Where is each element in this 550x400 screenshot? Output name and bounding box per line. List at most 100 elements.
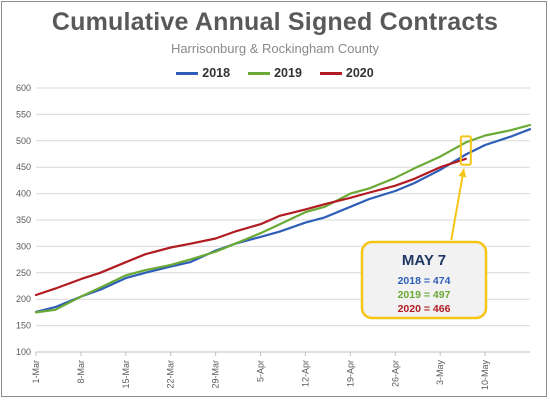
data-point-2019 — [413, 167, 416, 170]
annotation-highlight — [459, 135, 472, 166]
data-point-2018 — [54, 306, 57, 308]
data-point-2018 — [509, 135, 512, 138]
data-point-2019 — [465, 141, 467, 144]
legend-swatch-2020 — [319, 71, 342, 75]
data-point-2018 — [323, 216, 326, 219]
data-point-2018 — [394, 190, 397, 192]
data-point-2020 — [259, 223, 262, 226]
y-tick-label: 500 — [16, 136, 31, 146]
data-point-2019 — [214, 250, 217, 253]
data-point-2018 — [259, 236, 262, 238]
x-tick-label: 12-Apr — [300, 360, 310, 387]
data-point-2020 — [144, 253, 146, 256]
data-point-2019 — [484, 134, 486, 137]
data-point-2019 — [80, 295, 82, 298]
data-point-2019 — [368, 187, 371, 190]
y-tick-label: 100 — [16, 347, 31, 357]
annotation-title: MAY 7 — [402, 252, 446, 269]
data-point-2019 — [394, 176, 397, 179]
data-point-2019 — [125, 274, 127, 277]
data-point-2019 — [234, 242, 236, 245]
x-tick-label: 5-Apr — [256, 360, 266, 382]
x-tick-label: 15-Mar — [121, 360, 131, 389]
data-point-2019 — [189, 258, 191, 261]
y-tick-label: 150 — [16, 321, 31, 331]
data-point-2019 — [349, 192, 352, 195]
data-point-2020 — [304, 208, 307, 211]
data-point-2019 — [259, 232, 262, 234]
y-tick-label: 300 — [16, 241, 31, 251]
y-tick-label: 250 — [16, 268, 31, 278]
data-point-2019 — [99, 286, 101, 289]
data-point-2018 — [144, 272, 146, 274]
series-line-2020 — [34, 157, 467, 297]
data-point-2020 — [54, 287, 57, 290]
chart-subtitle: Harrisonburg & Rockingham County — [170, 41, 380, 56]
x-tick-label: 10-May — [480, 360, 490, 391]
data-point-2018 — [368, 198, 371, 200]
legend-item-2020: 2020 — [319, 66, 374, 80]
data-point-2020 — [234, 230, 236, 233]
legend-label-2018: 2018 — [202, 66, 231, 80]
data-point-2018 — [439, 169, 441, 171]
data-point-2019 — [144, 269, 146, 271]
y-tick-label: 550 — [16, 109, 31, 119]
data-point-2020 — [125, 261, 127, 264]
data-point-2020 — [99, 272, 101, 274]
data-point-2020 — [413, 178, 416, 180]
legend-item-2019: 2019 — [248, 66, 302, 80]
legend-swatch-2018 — [176, 71, 199, 75]
legend-item-2018: 2018 — [176, 66, 230, 80]
x-tick-label: 19-Apr — [345, 360, 355, 387]
y-tick-label: 600 — [16, 83, 31, 93]
data-point-2019 — [35, 311, 37, 314]
data-point-2020 — [80, 278, 82, 280]
data-point-2018 — [465, 153, 467, 156]
data-point-2020 — [465, 157, 467, 160]
data-point-2018 — [278, 230, 281, 233]
annotation-callout-box — [360, 240, 488, 320]
legend-label-2020: 2020 — [345, 66, 374, 80]
x-tick-label: 29-Mar — [211, 360, 221, 389]
annotation-value: 2018 = 474 — [398, 275, 451, 287]
annotation-value: 2019 = 497 — [398, 289, 451, 301]
data-point-2019 — [439, 155, 441, 158]
chart-title: Cumulative Annual Signed Contracts — [51, 8, 499, 36]
data-point-2019 — [54, 308, 57, 311]
annotation-arrowhead — [458, 168, 467, 178]
data-point-2018 — [484, 144, 486, 146]
data-point-2018 — [529, 128, 531, 130]
legend-label-2019: 2019 — [274, 66, 302, 80]
y-tick-label: 400 — [16, 189, 31, 199]
y-tick-label: 350 — [16, 215, 31, 225]
annotation-value: 2020 = 466 — [398, 303, 451, 315]
chart-legend: 2018 2019 2020 — [0, 66, 550, 80]
data-point-2018 — [99, 288, 101, 291]
x-tick-label: 3-May — [435, 360, 445, 386]
x-tick-label: 8-Mar — [76, 360, 86, 384]
data-point-2019 — [278, 223, 281, 226]
data-point-2020 — [35, 294, 37, 296]
data-point-2018 — [349, 206, 352, 208]
data-point-2019 — [529, 124, 531, 126]
data-point-2018 — [413, 182, 416, 184]
data-point-2018 — [304, 221, 307, 224]
data-point-2019 — [509, 129, 512, 132]
data-point-2018 — [125, 277, 127, 279]
annotation-arrow — [450, 168, 465, 241]
data-point-2020 — [323, 203, 326, 205]
y-tick-label: 450 — [16, 162, 31, 172]
data-point-2020 — [214, 237, 217, 240]
x-tick-label: 1-Mar — [31, 360, 41, 384]
data-point-2020 — [169, 246, 172, 249]
x-tick-label: 22-Mar — [166, 360, 176, 389]
y-tick-label: 200 — [16, 294, 31, 304]
data-point-2020 — [189, 242, 191, 245]
data-point-2019 — [304, 211, 307, 213]
x-tick-label: 26-Apr — [390, 360, 400, 387]
data-point-2018 — [189, 261, 191, 264]
legend-swatch-2019 — [248, 71, 271, 75]
data-point-2020 — [278, 214, 281, 217]
